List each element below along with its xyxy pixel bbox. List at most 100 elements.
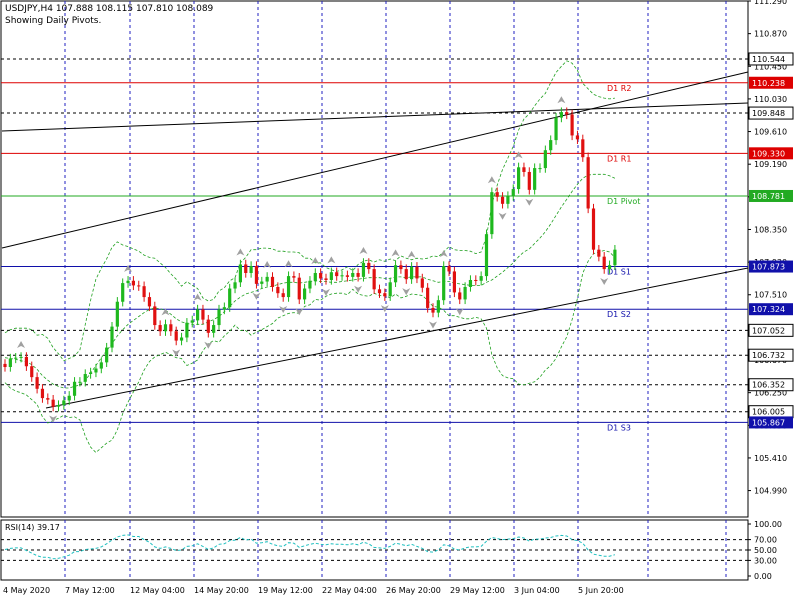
candle-body [30,366,34,378]
fractal-down-marker [455,308,464,316]
fractal-down-marker [600,277,609,285]
candle-body [56,405,61,407]
price-level-tag [748,348,794,362]
candle-body [511,189,515,197]
candle-body [335,272,339,277]
fractal-down-marker [172,349,181,357]
candle-body [329,272,333,280]
candle-body [420,278,424,288]
candle-body [3,363,7,368]
trend-line-support [45,267,749,409]
candle-body [190,320,194,323]
candle-body [222,307,226,310]
candle-body [377,289,382,294]
candle-body [559,112,563,118]
fractal-down-marker [498,212,507,220]
x-tick-label: 19 May 12:00 [258,586,313,595]
fractal-up-marker [17,341,26,349]
candle-body [356,272,360,277]
candle-body [319,272,323,279]
y-tick-label: 110.450 [754,62,787,71]
y-tick-label: 105.410 [754,454,787,463]
candle-body [212,325,216,333]
candle-body [345,275,349,277]
candle-body [533,168,537,190]
candle-body [126,280,130,284]
candle-body [372,269,376,290]
candle-body [51,399,55,407]
trend-line-upper-flat [1,102,749,132]
candle-body [447,265,451,272]
bollinger-band-upper [4,60,615,362]
pivot-name-label: D1 Pivot [607,197,640,206]
y-tick-label: 110.870 [754,30,787,39]
fractal-up-marker [124,264,133,272]
fractal-down-marker [402,288,411,296]
candle-body [570,114,574,136]
candle-body [174,331,178,341]
fractal-up-marker [514,151,523,159]
fractal-down-marker [49,415,58,423]
rsi-tick-label: 100.00 [754,520,782,529]
candle-body [399,265,403,270]
fractal-down-marker [525,198,534,206]
fractal-down-marker [322,288,330,296]
candle-body [169,324,173,332]
rsi-tick-label: 0.00 [754,572,772,581]
x-tick-label: 5 Jun 20:00 [578,586,624,595]
fractal-up-marker [407,250,416,258]
pivot-value-label: 110.238 [752,79,785,88]
fractal-up-marker [236,248,245,256]
candle-body [431,307,435,313]
price-level-tag [748,52,794,66]
candle-body [474,279,478,281]
candle-body [292,276,296,278]
y-tick-label: 109.190 [754,160,787,169]
fractal-up-marker [359,247,368,255]
candle-body [393,265,398,283]
fractal-down-marker [252,292,261,300]
candle-body [495,192,499,197]
fractal-down-marker [204,341,213,349]
fractal-down-marker [380,305,389,313]
y-tick-label: 107.510 [754,291,787,300]
pivot-value-tag [749,416,793,429]
price-level-label: 109.848 [752,109,785,118]
candle-body [35,377,39,389]
pivot-value-tag [749,303,793,316]
x-tick-label: 7 May 12:00 [65,586,115,595]
candle-body [110,326,114,348]
candle-body [340,275,344,277]
candle-body [554,117,558,141]
candle-body [163,324,168,332]
pivot-value-label: 108.781 [752,192,785,201]
candle-body [442,265,446,301]
candle-body [388,282,392,297]
candle-body [458,292,462,300]
pivot-value-label: 107.324 [752,305,785,314]
candle-body [527,171,531,190]
candle-body [415,266,419,279]
price-level-label: 106.352 [752,381,785,390]
candle-body [436,300,440,313]
chart-subtitle: Showing Daily Pivots. [5,16,102,26]
pivot-value-label: 105.867 [752,418,785,427]
pivot-value-tag [749,260,793,273]
y-tick-label: 110.030 [754,95,787,104]
candle-body [24,356,28,367]
fractal-up-marker [557,96,566,104]
candle-body [46,398,50,400]
candle-body [260,281,264,284]
x-tick-label: 12 May 04:00 [130,586,185,595]
candle-body [383,293,387,297]
y-tick-label: 108.350 [754,225,787,234]
pivot-name-label: D1 S3 [607,423,631,432]
candle-body [517,167,521,190]
pivot-name-label: D1 R1 [607,154,631,163]
x-tick-label: 14 May 20:00 [194,586,249,595]
candle-body [217,309,221,326]
candle-body [404,269,408,280]
candle-body [591,208,596,250]
main-plot-frame [0,0,749,518]
price-level-label: 106.005 [752,408,785,417]
